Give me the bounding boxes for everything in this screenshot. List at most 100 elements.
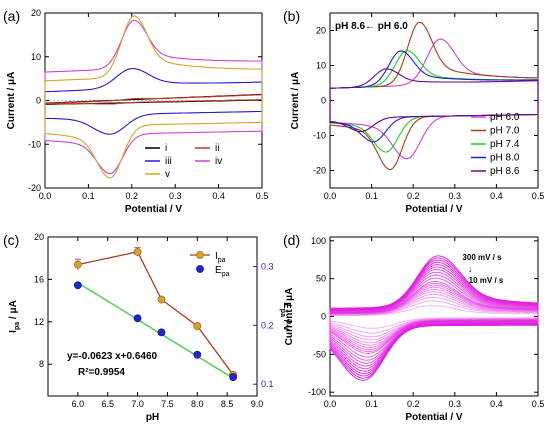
panel-letter: (d) — [283, 232, 300, 248]
y-tick-label: -50 — [313, 349, 326, 359]
y-tick-label: 50 — [316, 274, 326, 284]
y-right-tick-label: 0.1 — [261, 379, 274, 389]
x-tick-label: 0.3 — [449, 399, 462, 409]
x-axis-label: pH — [146, 412, 159, 423]
y-tick-label: 0 — [321, 312, 326, 322]
x-tick-label: 0.5 — [256, 191, 269, 201]
y-tick-label: 20 — [31, 8, 41, 18]
ipa-point — [133, 247, 142, 256]
series-ii-curve — [44, 94, 263, 105]
y-right-tick-label: 0.2 — [261, 320, 274, 330]
y-tick-label: 16 — [34, 274, 44, 284]
x-tick-label: 0.4 — [490, 399, 503, 409]
x-tick-label: 0.2 — [126, 191, 139, 201]
y-axis-label: Current / μA — [284, 288, 295, 346]
scan-annotation-bottom: 10 mV / s — [469, 276, 504, 285]
legend-label: ii — [215, 143, 219, 154]
x-tick-label: 0.0 — [324, 399, 337, 409]
epa-point — [133, 314, 142, 323]
ipa-point — [73, 260, 82, 269]
legend-ipa-marker — [196, 251, 204, 259]
legend-epa-label: Epa — [215, 265, 230, 278]
x-tick-label: 0.1 — [82, 191, 95, 201]
x-tick-label: 0.1 — [365, 191, 378, 201]
x-tick-label: 0.0 — [324, 191, 337, 201]
legend-epa-marker — [196, 265, 204, 273]
x-tick-label: 0.0 — [39, 191, 52, 201]
panel-c: 6.0 6.5 7.0 7.5 8.0 8.5 9.0 8 12 16 20 pH (c) Ipa / μ… — [3, 232, 292, 423]
epa-fit-line — [77, 282, 234, 379]
legend-label: pH 6.0 — [490, 112, 520, 123]
epa-point — [193, 350, 202, 359]
epa-point — [229, 373, 238, 382]
legend-label: iv — [215, 156, 222, 167]
fit-r-squared: R²=0.9954 — [78, 367, 125, 378]
y-tick-label: -20 — [313, 166, 326, 176]
y-tick-label: 10 — [31, 52, 41, 62]
x-tick-label: 0.5 — [532, 191, 545, 201]
legend-ipa-label: Ipa — [215, 251, 226, 264]
x-tick-label: 7.5 — [161, 399, 174, 409]
x-tick-label: 7.0 — [131, 399, 144, 409]
legend-label: iii — [165, 156, 172, 167]
y-tick-label: 0 — [36, 96, 41, 106]
legend-label: v — [165, 169, 170, 180]
epa-point — [157, 328, 166, 337]
x-axis-label: Potential / V — [405, 204, 463, 215]
x-tick-label: 6.0 — [72, 399, 85, 409]
scan-annotation-top: 300 mV / s — [462, 253, 502, 262]
y-tick-label: -10 — [313, 131, 326, 141]
y-tick-label: 0 — [321, 96, 326, 106]
x-tick-label: 8.0 — [191, 399, 204, 409]
x-tick-label: 0.3 — [169, 191, 182, 201]
y-tick-label: 10 — [316, 61, 326, 71]
y-tick-label: -20 — [28, 183, 41, 193]
panel-letter: (c) — [3, 232, 19, 248]
series-pH-8.6-curve — [329, 68, 539, 133]
x-axis-label: Potential / V — [405, 412, 463, 423]
x-tick-label: 0.1 — [365, 399, 378, 409]
x-tick-label: 0.2 — [407, 399, 420, 409]
x-tick-label: 8.5 — [221, 399, 234, 409]
x-tick-label: 0.3 — [449, 191, 462, 201]
x-tick-label: 9.0 — [251, 399, 264, 409]
x-tick-label: 0.4 — [490, 191, 503, 201]
y-tick-label: 20 — [316, 26, 326, 36]
y-tick-label: -10 — [28, 139, 41, 149]
scan-annotation-arrow: ↓ — [468, 265, 472, 274]
x-tick-label: 6.5 — [101, 399, 114, 409]
y-axis-label: Current / μA — [6, 72, 17, 130]
series-v-curve — [44, 15, 263, 179]
x-tick-label: 0.5 — [532, 399, 545, 409]
y-tick-label: 100 — [311, 236, 326, 246]
y-right-tick-label: 0.3 — [261, 261, 274, 271]
panel-d: 0.0 0.1 0.2 0.3 0.4 0.5 -100 -50 0 50 100 Potential… — [283, 232, 544, 423]
y-tick-label: 12 — [34, 317, 44, 327]
x-axis-label: Potential / V — [125, 204, 183, 215]
plot-frame — [47, 236, 258, 397]
y-tick-label: 8 — [39, 359, 44, 369]
y-tick-label: 20 — [34, 232, 44, 242]
x-tick-label: 0.2 — [407, 191, 420, 201]
legend: pH 6.0 pH 7.0 pH 7.4 pH 8.0 pH 8.6 — [471, 112, 520, 177]
legend-label: pH 7.4 — [490, 139, 520, 150]
legend-label: i — [165, 143, 167, 154]
ipa-point — [157, 295, 166, 304]
epa-point — [73, 281, 82, 290]
legend-label: pH 8.0 — [490, 153, 520, 164]
panel-letter: (a) — [3, 8, 20, 24]
fit-equation: y=-0.0623 x+0.6460 — [67, 351, 158, 362]
direction-annotation: pH 8.6← pH 6.0 — [335, 21, 408, 32]
y-tick-label: -100 — [308, 387, 326, 397]
panel-b: 0.0 0.1 0.2 0.3 0.4 0.5 -20 -10 0 10 20 Potential /… — [283, 8, 544, 215]
ipa-point — [193, 322, 202, 330]
scan-rate-300-curve — [329, 255, 539, 381]
series-iv-curve — [44, 19, 263, 175]
x-tick-label: 0.4 — [212, 191, 225, 201]
legend-label: pH 8.6 — [490, 166, 520, 177]
series-pH-7.4-curve — [329, 50, 539, 153]
y-axis-label: Current / μA — [290, 72, 301, 130]
